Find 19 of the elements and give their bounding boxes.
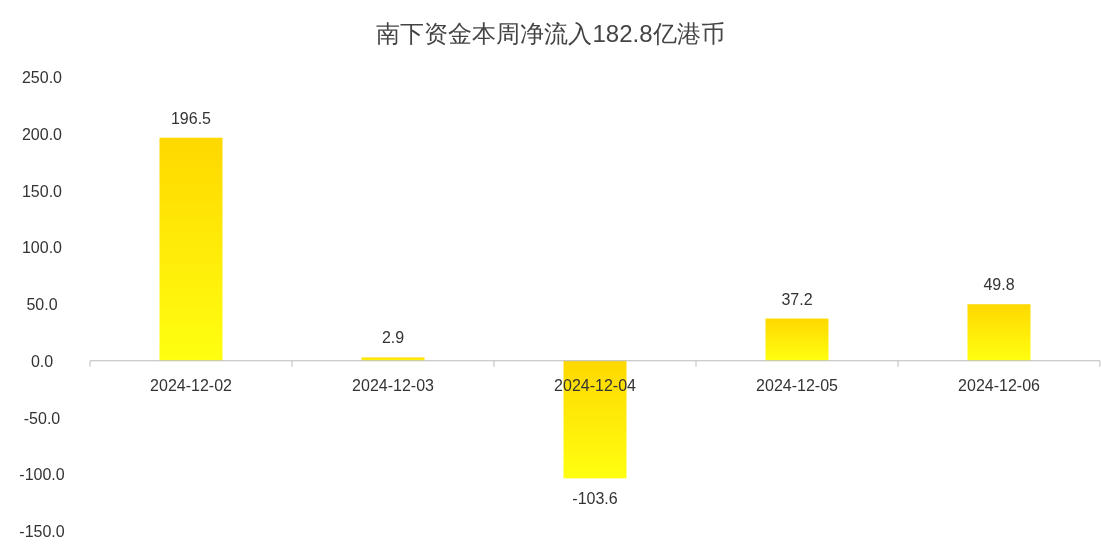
ytick: 150.0 bbox=[22, 182, 62, 200]
ytick: 250.0 bbox=[22, 69, 62, 86]
ytick: 0.0 bbox=[30, 352, 54, 370]
ytick: 200.0 bbox=[22, 125, 62, 143]
xtick: 2024-12-05 bbox=[756, 376, 838, 394]
data-label: 37.2 bbox=[781, 290, 813, 308]
data-label: -103.6 bbox=[572, 490, 618, 508]
ytick: -150.0 bbox=[19, 523, 65, 540]
data-label: 2.9 bbox=[381, 329, 405, 347]
data-label: 49.8 bbox=[983, 276, 1015, 294]
ytick: -50.0 bbox=[23, 409, 61, 427]
xtick: 2024-12-06 bbox=[958, 376, 1040, 394]
ytick: -100.0 bbox=[19, 466, 65, 484]
xtick: 2024-12-02 bbox=[150, 376, 232, 394]
xtick: 2024-12-03 bbox=[352, 376, 434, 394]
title: 南下资金本周净流入182.8亿港币 bbox=[376, 20, 725, 47]
ytick: 100.0 bbox=[22, 239, 62, 257]
ytick: 50.0 bbox=[26, 296, 58, 313]
data-label: 196.5 bbox=[171, 109, 211, 127]
